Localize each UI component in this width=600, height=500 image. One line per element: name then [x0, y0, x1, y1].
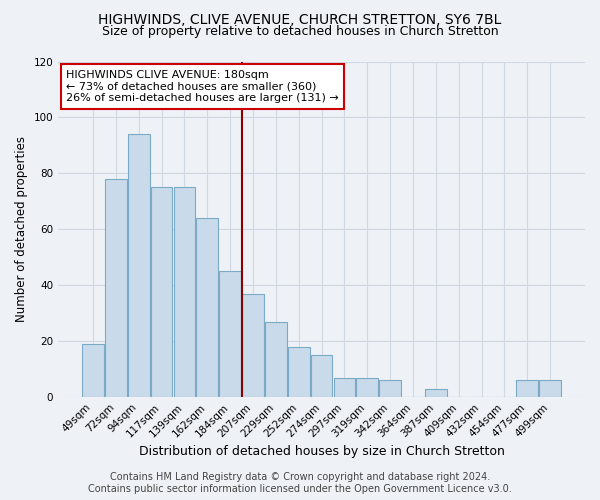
Text: Size of property relative to detached houses in Church Stretton: Size of property relative to detached ho…: [101, 25, 499, 38]
Bar: [311, 356, 332, 397]
Text: HIGHWINDS, CLIVE AVENUE, CHURCH STRETTON, SY6 7BL: HIGHWINDS, CLIVE AVENUE, CHURCH STRETTON…: [98, 12, 502, 26]
Bar: [105, 179, 127, 397]
Bar: [356, 378, 378, 397]
Bar: [196, 218, 218, 397]
Bar: [219, 272, 241, 397]
Bar: [242, 294, 264, 397]
Bar: [128, 134, 149, 397]
Text: Contains HM Land Registry data © Crown copyright and database right 2024.
Contai: Contains HM Land Registry data © Crown c…: [88, 472, 512, 494]
Text: HIGHWINDS CLIVE AVENUE: 180sqm
← 73% of detached houses are smaller (360)
26% of: HIGHWINDS CLIVE AVENUE: 180sqm ← 73% of …: [66, 70, 339, 103]
Bar: [539, 380, 561, 397]
Bar: [265, 322, 287, 397]
Bar: [173, 188, 195, 397]
X-axis label: Distribution of detached houses by size in Church Stretton: Distribution of detached houses by size …: [139, 444, 505, 458]
Bar: [379, 380, 401, 397]
Bar: [425, 389, 447, 397]
Bar: [334, 378, 355, 397]
Bar: [288, 347, 310, 397]
Bar: [151, 188, 172, 397]
Y-axis label: Number of detached properties: Number of detached properties: [15, 136, 28, 322]
Bar: [82, 344, 104, 397]
Bar: [517, 380, 538, 397]
